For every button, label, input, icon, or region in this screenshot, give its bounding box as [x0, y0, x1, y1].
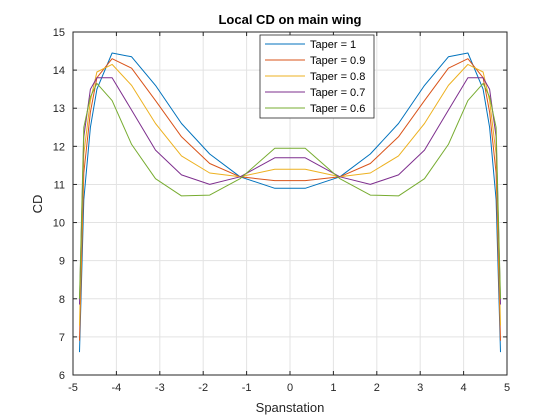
y-tick-label: 6 [59, 370, 65, 382]
y-tick-label: 15 [53, 27, 65, 39]
legend-entry: Taper = 0.6 [265, 103, 365, 115]
legend-entries: Taper = 1 Taper = 0.9 Taper = 0.8 Taper = 0… [265, 39, 365, 115]
y-tick-label: 8 [59, 294, 65, 306]
x-tick-label: 3 [417, 382, 423, 394]
x-tick-label: 4 [461, 382, 467, 394]
legend-label: Taper = 0.7 [310, 87, 365, 99]
x-tick-label: -1 [242, 382, 252, 394]
y-tick-label: 12 [53, 141, 65, 153]
legend-entry: Taper = 0.9 [265, 55, 365, 67]
y-tick-label: 9 [59, 256, 65, 268]
y-tick-label: 7 [59, 332, 65, 344]
legend-label: Taper = 0.6 [310, 103, 365, 115]
legend-entry: Taper = 0.7 [265, 87, 365, 99]
legend-label: Taper = 0.8 [310, 71, 365, 83]
y-axis-title: CD [30, 195, 45, 214]
x-tick-label: -2 [198, 382, 208, 394]
y-tick-label: 11 [54, 179, 65, 191]
x-tick-label: 1 [330, 382, 336, 394]
series-lines [79, 52, 501, 353]
legend: Taper = 1 Taper = 0.9 Taper = 0.8 Taper = 0… [259, 34, 375, 119]
series-line-3 [79, 63, 501, 326]
x-axis-title: Spanstation [256, 400, 325, 415]
y-tick-label: 13 [53, 103, 65, 115]
legend-label: Taper = 0.9 [310, 55, 365, 67]
x-tick-label: 5 [504, 382, 510, 394]
legend-entry: Taper = 0.8 [265, 71, 365, 83]
chart-title: Local CD on main wing [218, 12, 361, 27]
x-tick-label: -5 [68, 382, 78, 394]
series-line-4 [79, 77, 501, 305]
y-tick-label: 14 [53, 65, 65, 77]
y-tick-label: 10 [53, 218, 65, 230]
axis-ticks [72, 31, 508, 376]
series-line-1 [79, 52, 501, 353]
legend-label: Taper = 1 [310, 39, 356, 51]
series-line-5 [79, 82, 501, 299]
x-tick-label: -4 [112, 382, 122, 394]
x-tick-label: -3 [155, 382, 165, 394]
legend-entry: Taper = 1 [265, 39, 356, 51]
x-tick-label: 0 [287, 382, 293, 394]
x-tick-label: 2 [374, 382, 380, 394]
